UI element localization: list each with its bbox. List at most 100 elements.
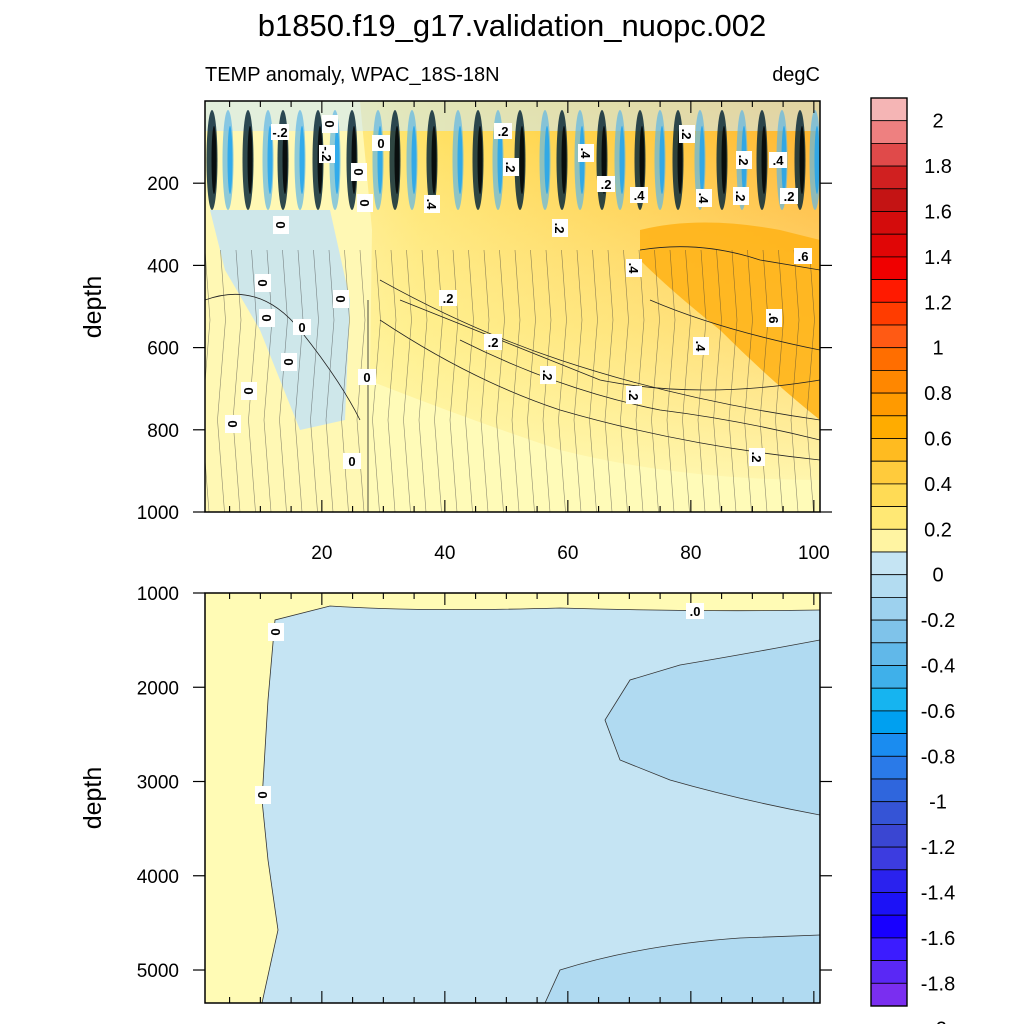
svg-text:-.2: -.2: [319, 146, 334, 161]
colorbar-swatch: [870, 687, 908, 712]
svg-text:-.2: -.2: [272, 125, 287, 140]
colorbar-swatch: [870, 460, 908, 485]
svg-text:.2: .2: [784, 189, 795, 204]
contour-label: .0: [686, 603, 704, 619]
contour-label: .4: [630, 187, 648, 203]
thermocline-anomaly-core: [799, 126, 805, 194]
contour-label: .4: [769, 152, 787, 168]
colorbar: 2 1.8 1.6 1.4 1.2 1 0.8 0.6 0.4 0.2 0 -0.2 -0.4 -0.6 -…: [870, 97, 955, 1024]
contour-line: [713, 249, 722, 512]
contour-label: .4: [626, 259, 642, 277]
contour-label: 0: [351, 163, 367, 181]
thermocline-anomaly-core: [761, 126, 767, 194]
colorbar-swatch: [870, 279, 908, 303]
svg-text:.4: .4: [634, 188, 646, 203]
colorbar-swatch: [870, 665, 908, 689]
colorbar-swatch: [870, 824, 908, 848]
upper-frame: [204, 100, 821, 513]
upper-xtick-label: 20: [311, 543, 332, 564]
colorbar-swatch: [870, 574, 908, 598]
thermocline-anomaly-core: [561, 126, 567, 194]
lower-ylabel: depth: [79, 767, 107, 830]
colorbar-frame: [870, 97, 908, 1007]
thermocline-anomaly-core: [519, 126, 525, 194]
colorbar-label: 0.6: [924, 429, 952, 451]
colorbar-swatch: [870, 937, 908, 962]
thermocline-anomaly-core: [282, 126, 288, 194]
thermocline-anomaly-core: [699, 126, 705, 194]
contour-line: [387, 249, 397, 512]
thermocline-anomaly-core: [299, 126, 305, 194]
thermocline-anomaly-core: [394, 126, 400, 194]
contour-label: 0: [225, 415, 241, 433]
svg-text:.2: .2: [498, 124, 509, 139]
contour-label: -.2: [319, 145, 335, 163]
colorbar-swatch: [870, 846, 908, 871]
colorbar-label: 0: [932, 565, 943, 587]
colorbar-swatch: [870, 324, 908, 349]
contour-line: [604, 249, 614, 512]
svg-text:.6: .6: [798, 249, 809, 264]
svg-text:.2: .2: [679, 129, 694, 140]
contour-line: [434, 249, 443, 512]
lower-ytick-label: 5000: [137, 961, 179, 982]
contour-label: .2: [679, 125, 695, 143]
colorbar-swatch: [870, 801, 908, 825]
colorbar-label: 1.2: [924, 292, 952, 314]
thermocline-anomaly-core: [639, 126, 645, 194]
svg-text:0: 0: [348, 454, 355, 469]
upper-ytick-label: 600: [147, 339, 179, 360]
upper-ytick-label: 200: [147, 174, 179, 195]
contour-label: 0: [273, 216, 289, 234]
colorbar-swatch: [870, 619, 908, 644]
contour-line: [651, 249, 660, 512]
contour-label: .2: [540, 366, 556, 384]
colorbar-swatch: [870, 256, 908, 280]
contour-line: [527, 249, 536, 512]
svg-text:0: 0: [241, 387, 256, 394]
svg-text:.2: .2: [733, 191, 748, 202]
thermocline-anomaly-core: [411, 126, 417, 194]
contour-label: .2: [736, 151, 752, 169]
contour-label: .2: [503, 158, 519, 176]
contour-label: .2: [780, 188, 798, 204]
contour-line: [217, 249, 226, 512]
colorbar-label: 1.6: [924, 202, 952, 224]
contour-line: [558, 249, 567, 512]
colorbar-swatch: [870, 165, 908, 190]
upper-ylabel: depth: [79, 276, 107, 339]
colorbar-label: 1.4: [924, 247, 952, 269]
contour-label: 0: [281, 353, 297, 371]
colorbar-swatch: [870, 960, 908, 984]
colorbar-swatch: [870, 642, 908, 666]
upper-xtick-label: 40: [434, 543, 455, 564]
thermocline-anomaly-core: [814, 126, 820, 194]
lower-ytick-label: 4000: [137, 867, 179, 888]
upper-contours: [205, 246, 820, 512]
svg-text:.2: .2: [736, 155, 751, 166]
contour-label: 0: [293, 319, 311, 335]
svg-text:.2: .2: [488, 335, 499, 350]
upper-ytick-label: 1000: [137, 503, 179, 524]
contour-line: [620, 249, 629, 512]
thermocline-anomaly-core: [619, 126, 625, 194]
lower-axis-ticks: 1000 2000 3000 4000 5000: [137, 584, 832, 1003]
colorbar-swatch: [870, 438, 908, 462]
thermocline-anomaly-core: [659, 126, 665, 194]
colorbar-swatch: [870, 97, 908, 122]
upper-ytick-label: 400: [147, 256, 179, 277]
contour-label: 0: [357, 194, 373, 212]
svg-text:.4: .4: [578, 148, 593, 160]
colorbar-swatch: [870, 778, 908, 803]
contour-label: 0: [268, 623, 284, 641]
contour-label: 0: [358, 369, 376, 385]
svg-text:0: 0: [255, 279, 270, 286]
svg-text:0: 0: [255, 791, 270, 798]
contour-line: [403, 249, 412, 512]
thermocline-anomaly-core: [247, 126, 253, 194]
colorbar-label: -1.2: [921, 837, 955, 859]
svg-text:0: 0: [225, 420, 240, 427]
contour-label: .2: [439, 290, 457, 306]
colorbar-swatch: [870, 551, 908, 576]
contour-line: [480, 249, 490, 512]
